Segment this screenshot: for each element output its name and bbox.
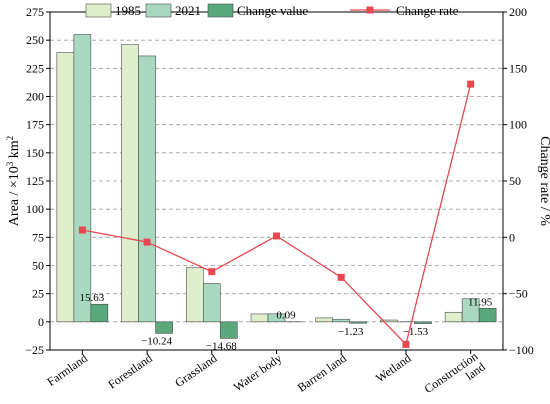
category-label: Grassland <box>172 351 219 390</box>
bars <box>56 34 497 339</box>
bar-1985 <box>185 267 204 323</box>
grid-lines <box>50 39 503 323</box>
legend-label: Change value <box>237 3 308 18</box>
bar-1985 <box>56 52 75 323</box>
category-label: Constructionland <box>422 349 488 404</box>
data-label: −14.68 <box>206 340 237 352</box>
legend-label: 2021 <box>175 3 201 18</box>
right-tick-label: 150 <box>509 61 527 75</box>
left-tick-label: 150 <box>26 146 44 160</box>
legend-marker <box>366 6 374 14</box>
bar-1985 <box>315 317 334 323</box>
legend-label: 1985 <box>115 3 141 18</box>
bar-2021 <box>73 34 92 323</box>
change-rate-marker <box>273 232 280 240</box>
data-label: −1.53 <box>403 326 429 338</box>
axes: −25 0 25 50 75 100 125 150 175 200 225 250 275 −100 −5… <box>25 5 534 404</box>
change-rate-marker <box>467 80 475 88</box>
change-rate-marker <box>337 273 345 281</box>
change-rate-marker <box>208 268 216 276</box>
y2-axis-title: Change rate / % <box>537 136 550 226</box>
data-label: −1.23 <box>338 326 364 338</box>
bar-1985 <box>121 44 139 323</box>
change-rate-marker <box>78 226 86 234</box>
data-label: −10.24 <box>141 335 172 347</box>
category-label: Farmland <box>44 351 90 389</box>
left-tick-label: −25 <box>25 343 44 357</box>
left-tick-label: 75 <box>32 230 44 244</box>
legend-swatch <box>145 3 172 18</box>
bar-change-value <box>349 321 368 324</box>
right-tick-label: −100 <box>509 343 534 357</box>
left-tick-label: 200 <box>26 90 44 104</box>
data-label: 11.95 <box>468 296 493 308</box>
category-label: Forestland <box>105 351 155 392</box>
bar-change-value <box>414 321 432 324</box>
bar-2021 <box>138 55 156 323</box>
right-tick-label: 100 <box>509 118 527 132</box>
legend: 1985 2021 Change value Change rate <box>85 3 459 18</box>
bar-2021 <box>332 318 351 323</box>
y-axis-title: Area / ×103 km2 <box>5 136 22 226</box>
right-tick-label: 0 <box>509 230 515 244</box>
left-tick-label: 50 <box>32 259 44 273</box>
change-rate-marker <box>143 238 151 246</box>
left-tick-label: 275 <box>26 5 44 19</box>
bar-change-value <box>90 303 109 323</box>
right-tick-label: −50 <box>509 287 528 301</box>
change-rate-marker <box>402 340 410 348</box>
change-rate-line <box>78 80 475 348</box>
category-label: Water body <box>231 351 284 394</box>
left-tick-label: 25 <box>32 287 44 301</box>
legend-label: Change rate <box>396 3 459 18</box>
category-label: Wetland <box>373 351 414 385</box>
bar-1985 <box>380 319 398 323</box>
category-label: Barren land <box>295 351 349 395</box>
left-tick-label: 100 <box>26 202 44 216</box>
bar-2021 <box>267 313 286 323</box>
left-tick-label: 225 <box>26 61 44 75</box>
data-label: 0.09 <box>276 310 296 322</box>
bar-change-value <box>155 321 173 334</box>
right-tick-label: 50 <box>509 174 521 188</box>
left-tick-label: 250 <box>26 33 44 47</box>
left-tick-label: 125 <box>26 174 44 188</box>
right-tick-label: 200 <box>509 5 527 19</box>
left-tick-label: 175 <box>26 118 44 132</box>
bar-1985 <box>250 313 269 323</box>
legend-swatch <box>85 3 112 18</box>
data-label: 15.63 <box>79 292 104 304</box>
data-labels: 15.63 −10.24 −14.68 0.09 −1.23 −1.53 11.95 <box>79 292 492 352</box>
bar-change-value <box>478 308 497 323</box>
bar-2021 <box>202 283 221 323</box>
bar-change-value <box>219 321 238 339</box>
axis-titles: Area / ×103 km2 Change rate / % <box>5 136 550 226</box>
left-tick-label: 0 <box>38 315 44 329</box>
legend-swatch <box>207 3 234 18</box>
bar-1985 <box>444 311 463 323</box>
